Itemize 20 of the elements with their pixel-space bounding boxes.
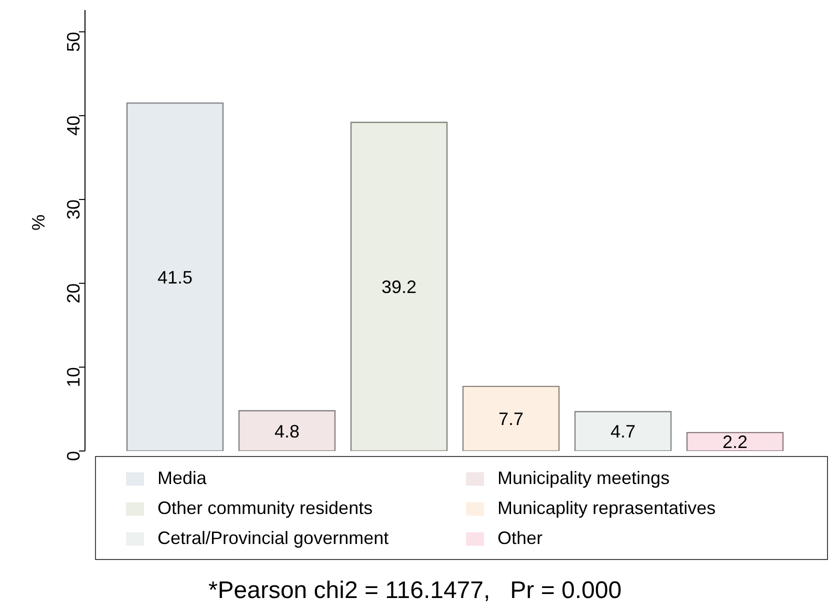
data-label: 2.2 [722, 432, 748, 452]
data-label: 4.8 [274, 421, 300, 442]
y-tick-label: 50 [63, 32, 84, 52]
data-label: 41.5 [157, 267, 193, 288]
data-label: 7.7 [498, 409, 524, 430]
legend-label: Municaplity reprasentatives [498, 498, 716, 518]
y-tick-label: 20 [63, 283, 84, 304]
y-tick-label: 0 [63, 451, 84, 462]
y-tick-label: 10 [63, 367, 84, 388]
y-tick-label: 40 [63, 116, 84, 136]
legend-label: Other [498, 528, 543, 548]
y-tick-label: 30 [63, 199, 84, 220]
y-axis-title: % [28, 214, 48, 230]
text: *Pearson chi2 = 116.1477, Pr = 0.000 [207, 577, 623, 605]
data-label: 39.2 [381, 277, 417, 298]
legend-label: Media [158, 468, 207, 488]
legend-label: Other community residents [158, 498, 373, 518]
legend-label: Municipality meetings [498, 468, 670, 488]
legend-label: Cetral/Provincial government [158, 528, 389, 548]
data-label: 4.7 [610, 422, 636, 442]
